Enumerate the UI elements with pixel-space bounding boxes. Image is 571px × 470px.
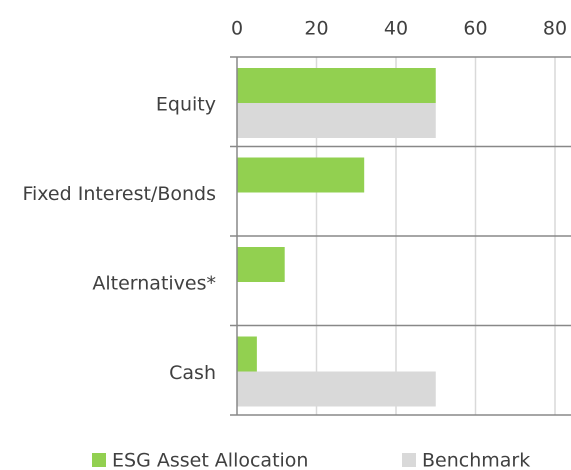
x-tick-label: 40 bbox=[384, 18, 408, 40]
y-tick-label: Equity bbox=[156, 93, 216, 115]
bar bbox=[237, 371, 436, 407]
bar bbox=[237, 103, 436, 138]
bar bbox=[237, 157, 365, 193]
x-tick-label: 80 bbox=[543, 18, 567, 40]
legend-swatch bbox=[92, 453, 106, 467]
x-tick-label: 60 bbox=[463, 18, 487, 40]
bar bbox=[237, 68, 436, 103]
x-tick-label: 0 bbox=[231, 18, 243, 40]
bar bbox=[237, 247, 285, 282]
legend-label: Benchmark bbox=[422, 450, 530, 470]
y-tick-label: Cash bbox=[169, 362, 216, 384]
y-tick-label: Fixed Interest/Bonds bbox=[22, 183, 216, 205]
x-tick-label: 20 bbox=[304, 18, 328, 40]
bar bbox=[237, 336, 257, 372]
legend-label: ESG Asset Allocation bbox=[112, 450, 308, 470]
legend-swatch bbox=[402, 453, 416, 467]
y-tick-label: Alternatives* bbox=[92, 272, 216, 294]
